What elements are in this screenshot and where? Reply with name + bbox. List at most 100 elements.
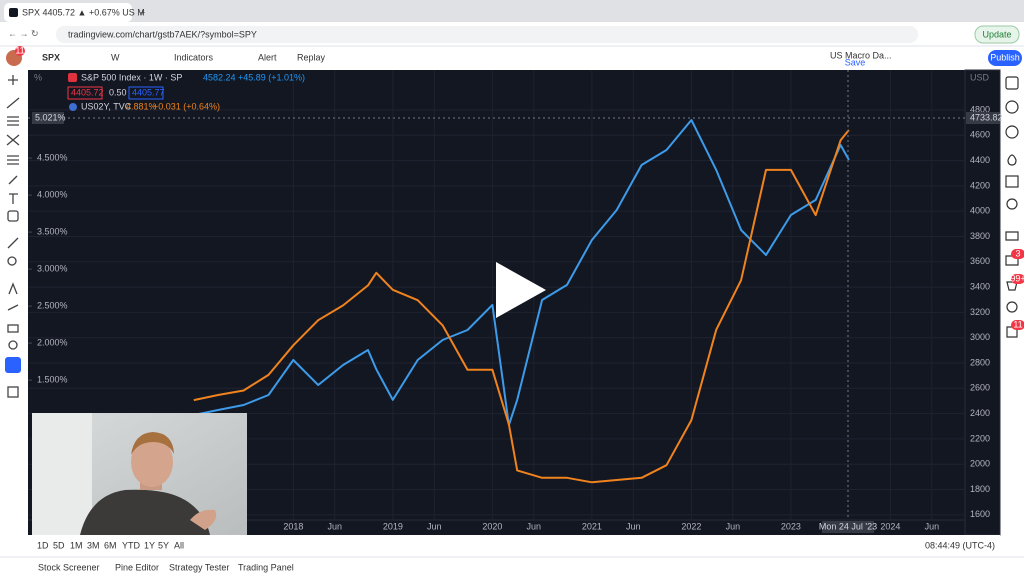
time-range[interactable]: 6M: [104, 540, 117, 550]
y2-tick-label: 2200: [970, 433, 990, 443]
y2-tick-label: 3600: [970, 256, 990, 266]
tab[interactable]: [4, 3, 132, 22]
x-tick-label: Jun: [328, 521, 343, 531]
y2-tick-label: 1600: [970, 509, 990, 519]
series-line: [193, 119, 850, 426]
time-range-bar: [28, 535, 1000, 557]
x-tick-label: 2024: [880, 521, 900, 531]
x-tick-label: 2023: [781, 521, 801, 531]
time-range[interactable]: 5Y: [158, 540, 169, 550]
publish-button[interactable]: [988, 50, 1022, 66]
play-button[interactable]: [496, 262, 546, 318]
y-tick-label: 1.500%: [37, 374, 68, 384]
clock: 08:44:49 (UTC-4): [925, 540, 995, 550]
x-tick-label: Jun: [726, 521, 741, 531]
time-range[interactable]: 5D: [53, 540, 65, 550]
y2-tick-label: 4000: [970, 206, 990, 216]
y2-tick-label: 1800: [970, 484, 990, 494]
crosshair-left: 5.021%: [35, 112, 66, 122]
y2-tick-label: 2000: [970, 459, 990, 469]
layout-status: Save: [845, 57, 866, 67]
avatar-badge-bg: [15, 46, 25, 56]
y2-tick-label: 2400: [970, 408, 990, 418]
nav-buttons[interactable]: ← → ↻: [8, 28, 39, 38]
tab-title: SPX 4405.72 ▲ +0.67% US M: [22, 7, 145, 17]
webcam-overlay: [32, 413, 247, 535]
legend-main-name: S&P 500 Index · 1W · SP: [81, 72, 182, 82]
symbol[interactable]: SPX: [42, 52, 60, 62]
time-range[interactable]: YTD: [122, 540, 141, 550]
active-tool[interactable]: [5, 357, 21, 373]
sidebar-badge: 99+: [1010, 273, 1024, 283]
address-bar[interactable]: [56, 26, 918, 43]
y2-tick-label: 3800: [970, 231, 990, 241]
bottom-tab[interactable]: Strategy Tester: [169, 562, 229, 572]
legend-flag: [69, 103, 77, 111]
drawing-tools[interactable]: [6, 75, 20, 398]
badge-bg: [1011, 249, 1024, 259]
crosshair-right: 4733.82: [970, 112, 1003, 122]
time-range[interactable]: All: [174, 540, 184, 550]
y2-tick-label: 2600: [970, 383, 990, 393]
y-tick-label: 4.000%: [37, 189, 68, 199]
legend-main-change: +45.89 (+1.01%): [238, 72, 305, 82]
url: tradingview.com/chart/gstb7AEK/?symbol=S…: [68, 29, 257, 39]
bid-box: [67, 86, 103, 100]
x-tick-label: Jun: [626, 521, 641, 531]
y2-tick-label: 4600: [970, 130, 990, 140]
crosshair-time: Mon 24 Jul '23: [819, 521, 877, 531]
legend-bid: 4405.72: [71, 87, 104, 97]
interval[interactable]: W: [111, 52, 120, 62]
drawing-toolbar: [0, 70, 28, 540]
indicators[interactable]: Indicators: [174, 52, 214, 62]
crosshair-left-box: [32, 112, 64, 124]
time-range[interactable]: 1Y: [144, 540, 155, 550]
right-sidebar: [1000, 70, 1024, 540]
x-tick-label: 2022: [681, 521, 701, 531]
legend-main-last: 4582.24: [203, 72, 236, 82]
y2-tick-label: 4400: [970, 155, 990, 165]
update-button[interactable]: [974, 25, 1020, 44]
replay[interactable]: Replay: [297, 52, 326, 62]
tv-toolbar: [0, 46, 1024, 70]
x-tick-label: 2018: [283, 521, 303, 531]
alert[interactable]: Alert: [258, 52, 277, 62]
time-range[interactable]: 1D: [37, 540, 49, 550]
y2-tick-label: 4200: [970, 180, 990, 190]
y-tick-label: 4.500%: [37, 152, 68, 162]
y-tick-label: 3.500%: [37, 226, 68, 236]
crosshair-right-box: [966, 112, 1000, 124]
x-tick-label: Jun: [925, 521, 940, 531]
bottom-tab[interactable]: Stock Screener: [38, 562, 100, 572]
badge-bg: [1011, 320, 1024, 330]
bottom-panel: [0, 557, 1024, 580]
crosshair-time-box: [822, 521, 874, 533]
y2-tick-label: 4800: [970, 104, 990, 114]
avatar-badge: 11: [15, 45, 24, 55]
y2-tick-label: 3200: [970, 307, 990, 317]
bottom-tab[interactable]: Pine Editor: [115, 562, 159, 572]
left-unit: %: [34, 72, 42, 82]
legend-compare-name: US02Y, TVC: [81, 101, 132, 111]
publish[interactable]: Publish: [990, 52, 1020, 62]
ask-box: [128, 86, 164, 100]
y2-tick-label: 3400: [970, 281, 990, 291]
sidebar-badge: 11: [1013, 319, 1022, 329]
y-tick-label: 2.500%: [37, 300, 68, 310]
x-tick-label: Jun: [527, 521, 542, 531]
time-range[interactable]: 3M: [87, 540, 100, 550]
legend-compare-last: 4.881%: [126, 101, 157, 111]
legend-spread: 0.50: [109, 87, 127, 97]
bottom-tab[interactable]: Trading Panel: [238, 562, 294, 572]
y-tick-label: 2.000%: [37, 337, 68, 347]
layout-name[interactable]: US Macro Da...: [830, 50, 892, 60]
y2-tick-label: 3000: [970, 332, 990, 342]
update-label[interactable]: Update: [982, 29, 1011, 39]
x-tick-label: 2021: [582, 521, 602, 531]
legend-compare-change: +0.031 (+0.64%): [153, 101, 220, 111]
time-range[interactable]: 1M: [70, 540, 83, 550]
new-tab[interactable]: +: [140, 7, 145, 17]
x-tick-label: 2020: [482, 521, 502, 531]
series-line: [193, 129, 850, 484]
